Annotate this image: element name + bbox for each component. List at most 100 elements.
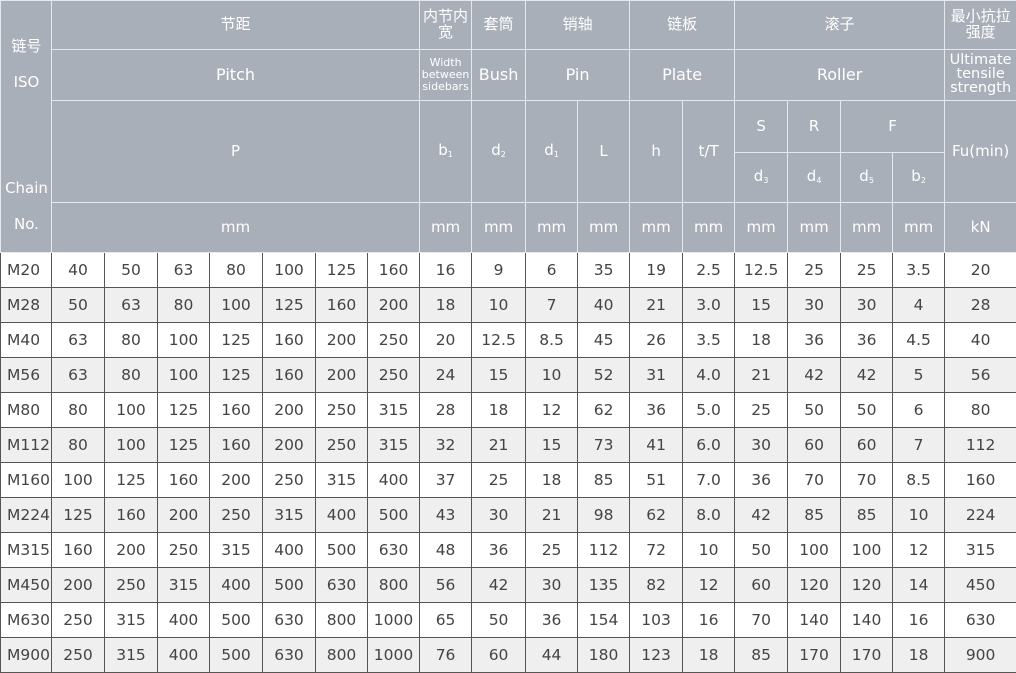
table-cell: 15: [472, 358, 526, 393]
table-cell: 62: [578, 393, 630, 428]
table-cell: 160: [368, 253, 420, 288]
table-cell: 80: [210, 253, 263, 288]
table-cell: 250: [158, 533, 210, 568]
chain-number-cell: M112: [1, 428, 52, 463]
table-cell: 8.5: [526, 323, 578, 358]
table-cell: 160: [52, 533, 105, 568]
table-cell: 160: [158, 463, 210, 498]
table-cell: 19: [630, 253, 683, 288]
table-cell: 14: [893, 568, 945, 603]
table-cell: 70: [841, 463, 893, 498]
table-cell: 125: [210, 323, 263, 358]
table-cell: 100: [105, 393, 158, 428]
table-cell: 24: [420, 358, 472, 393]
table-cell: 125: [105, 463, 158, 498]
table-cell: 76: [420, 638, 472, 673]
table-cell: 18: [683, 638, 735, 673]
table-cell: 100: [105, 428, 158, 463]
table-cell: 42: [841, 358, 893, 393]
table-cell: 28: [420, 393, 472, 428]
table-cell: 160: [316, 288, 368, 323]
table-cell: 82: [630, 568, 683, 603]
table-cell: 120: [788, 568, 841, 603]
chain-iso: ISO: [1, 75, 52, 91]
table-cell: 30: [841, 288, 893, 323]
table-cell: 123: [630, 638, 683, 673]
chain-number-cell: M160: [1, 463, 52, 498]
table-cell: 160: [105, 498, 158, 533]
table-cell: 42: [788, 358, 841, 393]
table-cell: 50: [472, 603, 526, 638]
chain-number-cell: M630: [1, 603, 52, 638]
table-cell: 3.5: [683, 323, 735, 358]
table-cell: 315: [105, 603, 158, 638]
table-cell: 21: [526, 498, 578, 533]
table-cell: 125: [52, 498, 105, 533]
table-cell: 170: [841, 638, 893, 673]
table-cell: 30: [526, 568, 578, 603]
pin-d-symbol: d1: [526, 101, 578, 203]
width-en: Width between sidebars: [420, 50, 472, 101]
table-cell: 6: [893, 393, 945, 428]
table-cell: 125: [158, 393, 210, 428]
table-cell: 73: [578, 428, 630, 463]
plate-cn: 链板: [630, 1, 735, 50]
fu-unit: kN: [945, 203, 1016, 253]
table-cell: 56: [945, 358, 1016, 393]
table-cell: 21: [630, 288, 683, 323]
table-cell: 36: [841, 323, 893, 358]
chain-number-cell: M450: [1, 568, 52, 603]
table-cell: 12.5: [472, 323, 526, 358]
table-cell: 44: [526, 638, 578, 673]
d4-unit: mm: [788, 203, 841, 253]
table-cell: 4.0: [683, 358, 735, 393]
table-cell: 60: [841, 428, 893, 463]
table-cell: 80: [52, 428, 105, 463]
table-cell: 85: [841, 498, 893, 533]
fu-symbol: Fu(min): [945, 101, 1016, 203]
bush-cn: 套筒: [472, 1, 526, 50]
table-cell: 800: [368, 568, 420, 603]
table-cell: 250: [368, 323, 420, 358]
table-cell: 250: [210, 498, 263, 533]
table-cell: 10: [683, 533, 735, 568]
pin-d-unit: mm: [526, 203, 578, 253]
pitch-cn: 节距: [52, 1, 420, 50]
table-cell: 4.5: [893, 323, 945, 358]
table-cell: 315: [210, 533, 263, 568]
table-cell: 12: [893, 533, 945, 568]
table-cell: 112: [945, 428, 1016, 463]
width-unit: mm: [420, 203, 472, 253]
table-cell: 315: [158, 568, 210, 603]
table-cell: 72: [630, 533, 683, 568]
table-cell: 70: [735, 603, 788, 638]
d3-symbol: d3: [735, 153, 788, 203]
table-cell: 16: [683, 603, 735, 638]
table-cell: 630: [368, 533, 420, 568]
table-cell: 18: [526, 463, 578, 498]
fu-en: Ultimate tensile strength: [945, 50, 1016, 101]
table-cell: 10: [526, 358, 578, 393]
table-cell: 8.5: [893, 463, 945, 498]
table-cell: 154: [578, 603, 630, 638]
table-cell: 315: [368, 393, 420, 428]
table-cell: 200: [316, 358, 368, 393]
table-cell: 7: [893, 428, 945, 463]
b2-symbol: b2: [893, 153, 945, 203]
table-cell: 20: [945, 253, 1016, 288]
table-cell: 200: [52, 568, 105, 603]
table-cell: 18: [735, 323, 788, 358]
table-cell: 15: [526, 428, 578, 463]
table-cell: 103: [630, 603, 683, 638]
table-cell: 63: [52, 358, 105, 393]
table-cell: 250: [368, 358, 420, 393]
table-cell: 125: [158, 428, 210, 463]
table-cell: 400: [158, 603, 210, 638]
table-cell: 160: [263, 358, 316, 393]
